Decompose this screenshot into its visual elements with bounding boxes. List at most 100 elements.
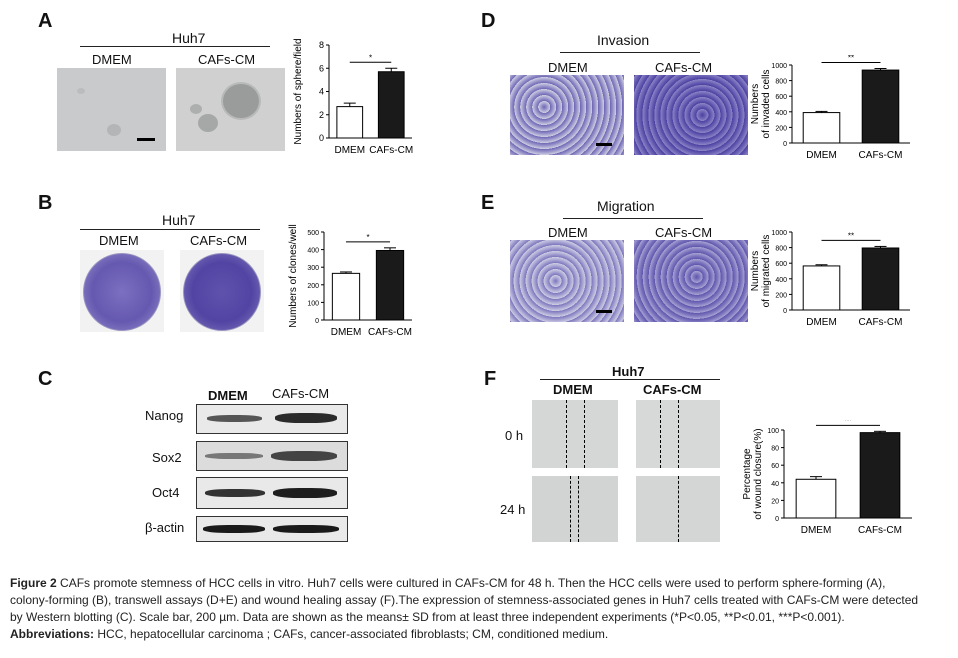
significance-marker: ** [848, 231, 854, 240]
scale-bar [596, 310, 612, 313]
x-tick-label: DMEM [806, 317, 837, 328]
col-label-d-cafs: CAFs-CM [655, 60, 713, 75]
colony-plate-dmem [80, 250, 164, 332]
y-tick-label: 200 [775, 292, 787, 299]
y-axis-label: of wound closure(%) [753, 428, 764, 519]
panel-letter-c: C [38, 368, 53, 390]
scale-bar [137, 138, 155, 141]
wound-image-dmem-24h [532, 476, 618, 542]
caption-abbreviations-label: Abbreviations: [10, 627, 95, 641]
y-tick-label: 6 [319, 63, 324, 73]
chart-a: 0 2 4 6 8 Numbers of sphere/field DMEM CAFs-CM * [293, 38, 413, 156]
x-tick-label: CAFs-CM [859, 317, 903, 328]
y-tick-label: 200 [307, 283, 319, 290]
caption-figure-label: Figure 2 [10, 576, 57, 590]
y-axis-label: of migrated cells [761, 235, 772, 308]
y-tick-label: 8 [319, 40, 324, 50]
panel-letter-f: F [484, 368, 497, 390]
col-label-d-dmem: DMEM [548, 60, 588, 75]
x-tick-label: DMEM [806, 150, 837, 161]
sphere-image-cafs [176, 68, 285, 151]
caption-line-2: colony-forming (B), transwell assays (D+… [10, 593, 919, 607]
x-tick-label: DMEM [334, 145, 365, 156]
y-tick-label: 400 [307, 248, 319, 255]
significance-marker: * [369, 53, 372, 62]
migration-image-cafs [634, 240, 748, 322]
wound-image-cafs-24h [636, 476, 720, 542]
caption-abbreviations-text: HCC, hepatocellular carcinoma ; CAFs, ca… [97, 627, 609, 641]
group-line-e [563, 218, 703, 219]
bar-cafs-cm [375, 249, 405, 321]
bar-dmem [336, 106, 364, 139]
sphere-image-dmem [57, 68, 166, 151]
y-tick-label: 400 [775, 110, 787, 117]
significance-marker: * [366, 233, 369, 242]
y-tick-label: 0 [775, 516, 779, 523]
chart-b: 0 100 200 300 400 500 Numbers of clones/well DM… [288, 224, 412, 338]
y-axis-label: Percentage [742, 448, 753, 500]
blot-nanog [196, 404, 348, 434]
col-label-f-dmem: DMEM [553, 382, 593, 397]
panel-letter-d: D [481, 10, 496, 32]
group-label-b: Huh7 [162, 212, 196, 228]
invasion-image-cafs [634, 75, 748, 155]
x-tick-label: CAFs-CM [368, 327, 412, 338]
y-axis-label: Numbers of clones/well [288, 224, 299, 327]
bar-dmem [331, 272, 361, 321]
y-tick-label: 500 [307, 230, 319, 237]
migration-image-dmem [510, 240, 624, 322]
y-tick-label: 800 [775, 246, 787, 253]
group-line-d [560, 52, 700, 53]
col-label-f-cafs: CAFs-CM [643, 382, 702, 397]
col-label-c-dmem: DMEM [208, 388, 248, 403]
y-tick-label: 4 [319, 87, 324, 97]
blot-label-oct4: Oct4 [152, 485, 180, 500]
bar-dmem [795, 478, 837, 519]
y-axis-label: of invaded cells [761, 70, 772, 139]
significance-marker: ** [848, 55, 854, 63]
bar-cafs-cm [377, 71, 405, 139]
x-tick-label: DMEM [801, 525, 832, 536]
x-tick-label: DMEM [331, 327, 362, 338]
bar-cafs-cm [861, 69, 900, 144]
x-tick-label: CAFs-CM [859, 150, 903, 161]
group-line-f [540, 379, 720, 380]
y-axis-label: Numbers of sphere/field [293, 38, 304, 144]
panel-letter-b: B [38, 192, 53, 214]
y-tick-label: 600 [775, 261, 787, 268]
col-label-b-dmem: DMEM [99, 233, 139, 248]
panel-letter-e: E [481, 192, 495, 214]
y-tick-label: 400 [775, 277, 787, 284]
y-tick-label: 80 [771, 446, 779, 453]
y-tick-label: 40 [771, 481, 779, 488]
bar-dmem [802, 265, 841, 311]
y-tick-label: 0 [783, 141, 787, 148]
group-label-e: Migration [597, 198, 655, 214]
y-axis-label: Numbers [750, 84, 761, 125]
y-tick-label: 1000 [771, 63, 787, 70]
caption-line-3: by Western blotting (C). Scale bar, 200 … [10, 610, 845, 624]
group-line-b [80, 229, 260, 230]
colony-plate-cafs [180, 250, 264, 332]
wound-image-dmem-0h [532, 400, 618, 468]
panel-letter-a: A [38, 10, 53, 32]
col-label-c-cafs: CAFs-CM [272, 386, 330, 401]
y-tick-label: 100 [767, 428, 779, 435]
y-tick-label: 100 [307, 300, 319, 307]
col-label-a-dmem: DMEM [92, 52, 132, 67]
blot-label-nanog: Nanog [145, 408, 184, 423]
y-tick-label: 0 [315, 318, 319, 325]
y-tick-label: 0 [783, 308, 787, 315]
significance-marker: ** [845, 420, 851, 425]
y-tick-label: 2 [319, 110, 324, 120]
figure-caption: Figure 2 CAFs promote stemness of HCC ce… [10, 575, 948, 643]
y-tick-label: 600 [775, 94, 787, 101]
x-tick-label: CAFs-CM [369, 145, 413, 156]
blot-beta-actin [196, 516, 348, 542]
blot-sox2 [196, 441, 348, 471]
blot-label-sox2: Sox2 [152, 450, 182, 465]
scale-bar [596, 143, 612, 146]
chart-e: 0 200 400 600 800 1000 Numbers of migrated cell… [750, 230, 910, 328]
y-tick-label: 60 [771, 463, 779, 470]
col-label-b-cafs: CAFs-CM [190, 233, 248, 248]
